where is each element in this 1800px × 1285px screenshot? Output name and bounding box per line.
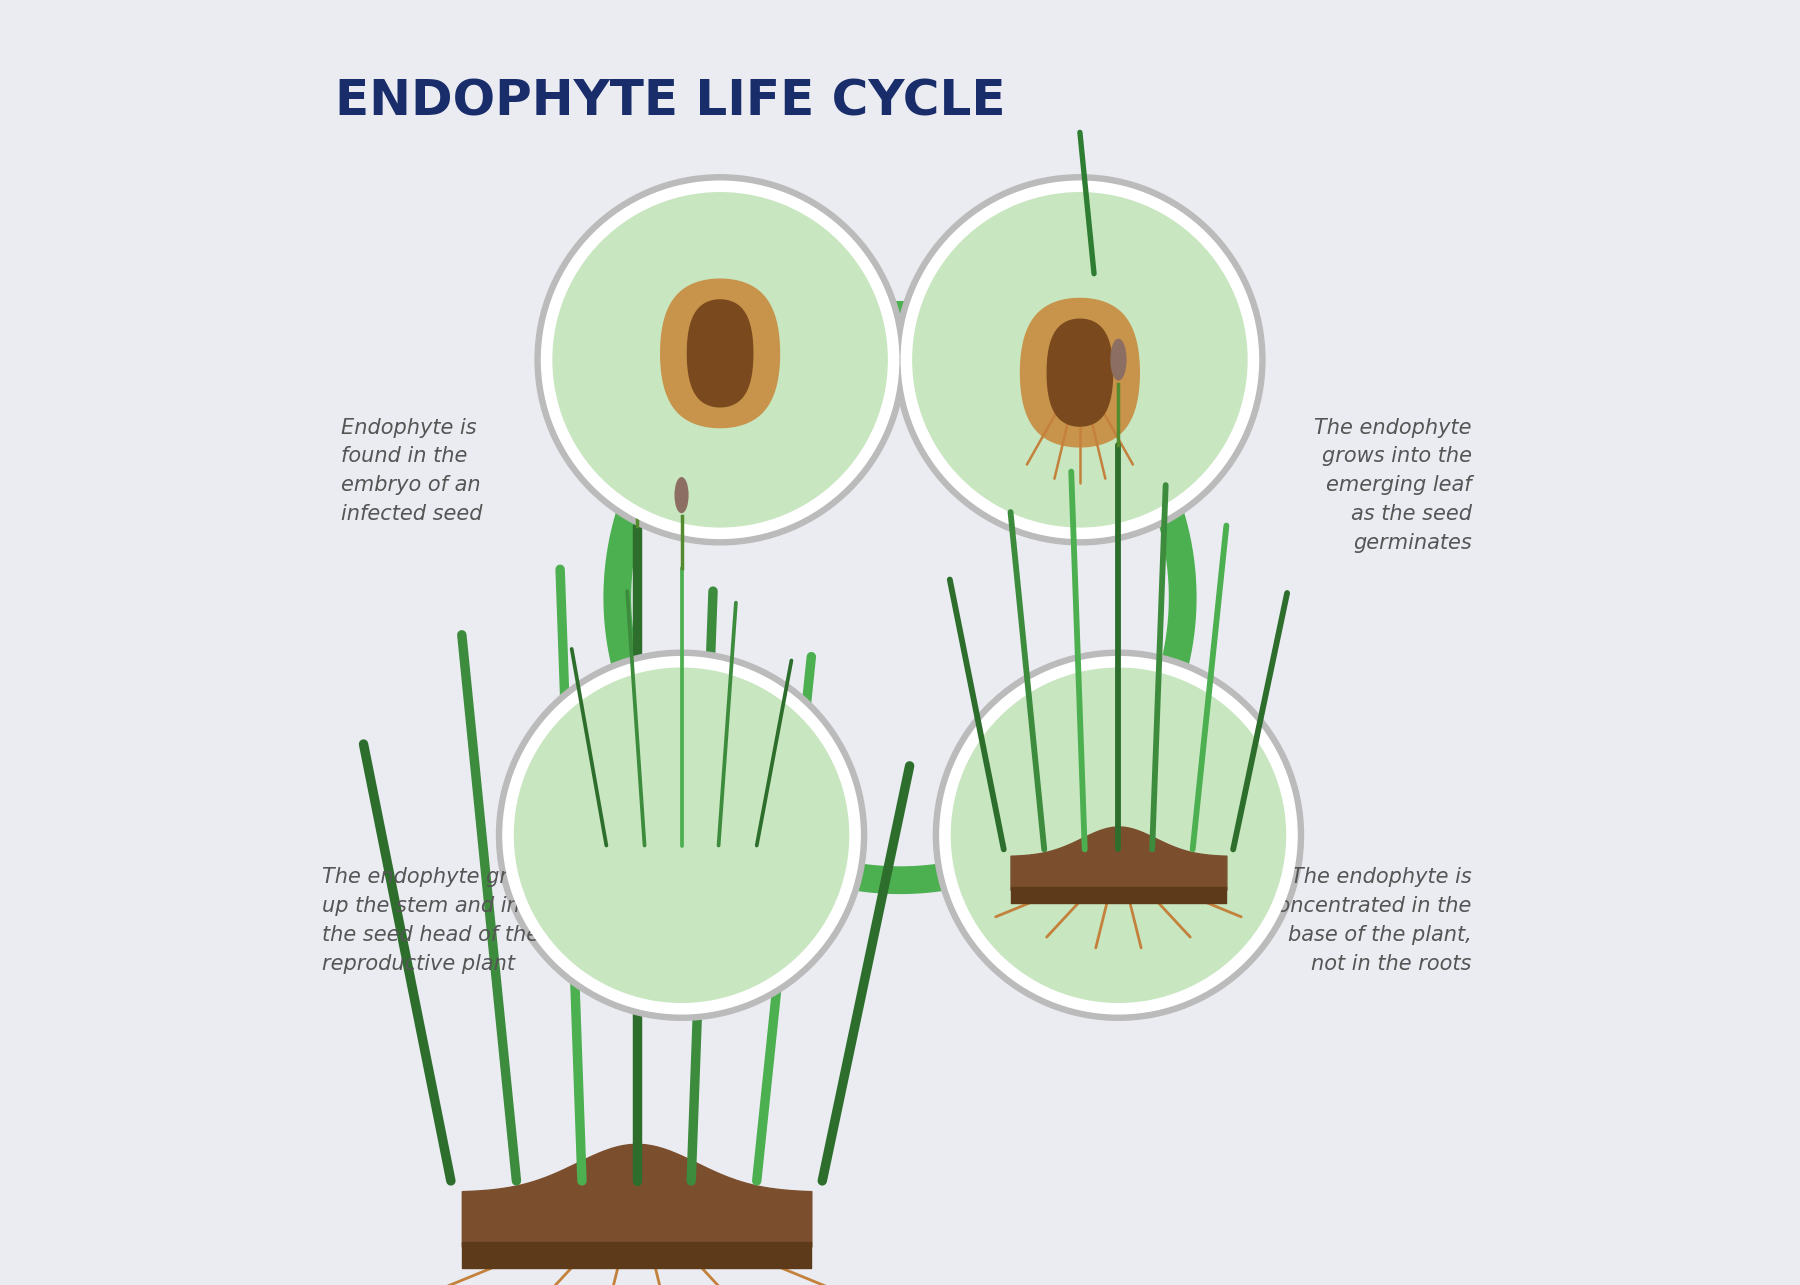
Ellipse shape	[1111, 339, 1125, 380]
Text: Endophyte is
found in the
embryo of an
infected seed: Endophyte is found in the embryo of an i…	[340, 418, 482, 524]
Text: ENDOPHYTE LIFE CYCLE: ENDOPHYTE LIFE CYCLE	[335, 77, 1004, 125]
Circle shape	[515, 668, 848, 1002]
Circle shape	[553, 193, 887, 527]
Circle shape	[497, 650, 866, 1020]
Circle shape	[535, 175, 905, 545]
Circle shape	[940, 657, 1298, 1014]
Circle shape	[895, 175, 1265, 545]
Text: The endophyte
grows into the
emerging leaf
as the seed
germinates: The endophyte grows into the emerging le…	[1314, 418, 1472, 553]
Text: The endophyte grows
up the stem and into
the seed head of the
reproductive plant: The endophyte grows up the stem and into…	[322, 867, 549, 974]
Circle shape	[913, 193, 1247, 527]
Circle shape	[902, 181, 1258, 538]
Circle shape	[934, 650, 1303, 1020]
Ellipse shape	[675, 478, 688, 513]
Text: The endophyte is
concentrated in the
base of the plant,
not in the roots: The endophyte is concentrated in the bas…	[1267, 867, 1472, 974]
Polygon shape	[688, 299, 752, 407]
Circle shape	[542, 181, 898, 538]
Polygon shape	[1021, 298, 1139, 447]
Ellipse shape	[625, 355, 648, 420]
Polygon shape	[661, 279, 779, 428]
Circle shape	[952, 668, 1285, 1002]
Polygon shape	[1048, 319, 1112, 427]
Circle shape	[502, 657, 860, 1014]
